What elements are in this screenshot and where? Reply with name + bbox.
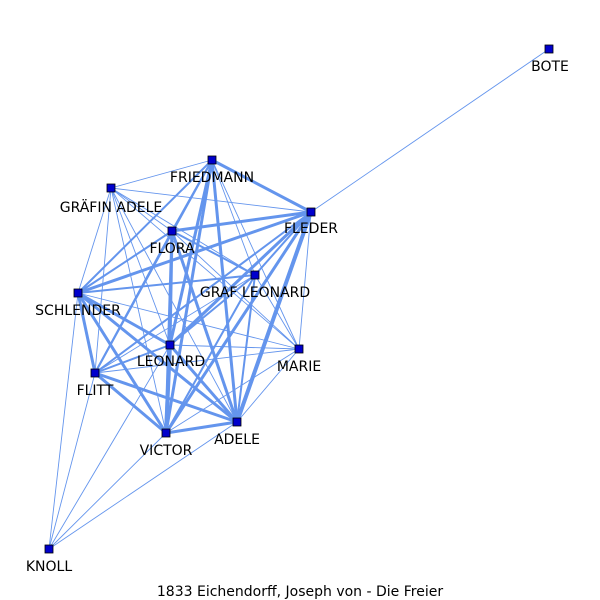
node-adele[interactable] bbox=[232, 417, 242, 427]
edge-fleder-flitt bbox=[94, 211, 312, 374]
edge-leonard-victor bbox=[164, 343, 172, 435]
edge-flitt-adele bbox=[93, 371, 239, 424]
edge-graf_leonard-victor bbox=[165, 274, 256, 434]
node-label-bote: BOTE bbox=[531, 59, 569, 75]
edge-schlender-marie bbox=[77, 292, 300, 350]
edge-victor-knoll bbox=[48, 432, 167, 550]
label-layer: BOTE FRIEDMANN GRÄFIN ADELE FLEDER FLORA GRAF… bbox=[26, 59, 569, 575]
edge-graf_leonard-schlender bbox=[77, 274, 256, 294]
edge-leonard-knoll bbox=[48, 344, 171, 550]
node-flora[interactable] bbox=[167, 226, 177, 236]
edge-friedmann-victor bbox=[164, 158, 214, 435]
node-label-schlender: SCHLENDER bbox=[35, 303, 121, 319]
edge-graefin_adele-schlender bbox=[77, 187, 112, 294]
node-graf_leonard[interactable] bbox=[250, 270, 260, 280]
edge-schlender-adele bbox=[76, 291, 239, 424]
edge-fleder-leonard bbox=[168, 210, 313, 347]
node-fleder[interactable] bbox=[306, 207, 316, 217]
node-graefin_adele[interactable] bbox=[106, 183, 116, 193]
node-label-marie: MARIE bbox=[277, 359, 321, 375]
node-label-victor: VICTOR bbox=[140, 443, 193, 459]
edge-graefin_adele-flora bbox=[110, 187, 173, 232]
node-flitt[interactable] bbox=[90, 368, 100, 378]
edge-flora-adele bbox=[170, 229, 239, 424]
edge-fleder-victor bbox=[164, 210, 313, 435]
edge-marie-adele bbox=[236, 348, 300, 423]
node-friedmann[interactable] bbox=[207, 155, 217, 165]
edge-friedmann-schlender bbox=[77, 159, 213, 294]
node-marie[interactable] bbox=[294, 344, 304, 354]
edge-adele-victor bbox=[164, 420, 239, 435]
edge-friedmann-graefin_adele bbox=[110, 159, 213, 189]
edge-friedmann-adele bbox=[210, 158, 239, 424]
edge-flitt-knoll bbox=[48, 372, 96, 550]
node-label-graf_leonard: GRAF LEONARD bbox=[200, 285, 310, 301]
edge-graefin_adele-marie bbox=[110, 187, 300, 350]
edge-fleder-flora bbox=[170, 210, 313, 233]
node-bote[interactable] bbox=[544, 44, 554, 54]
node-label-adele: ADELE bbox=[214, 432, 260, 448]
edge-bote-fleder bbox=[310, 48, 550, 213]
node-knoll[interactable] bbox=[44, 544, 54, 554]
node-label-knoll: KNOLL bbox=[26, 559, 72, 575]
edge-graefin_adele-adele bbox=[110, 187, 238, 423]
edge-marie-victor bbox=[165, 348, 300, 434]
edge-graefin_adele-fleder bbox=[110, 187, 312, 213]
edge-graefin_adele-leonard bbox=[110, 187, 171, 346]
edge-flora-flitt bbox=[94, 230, 173, 374]
graph-caption: 1833 Eichendorff, Joseph von - Die Freie… bbox=[157, 584, 443, 600]
edge-fleder-marie bbox=[298, 211, 312, 350]
edge-graefin_adele-flitt bbox=[94, 187, 112, 374]
edge-graf_leonard-leonard bbox=[169, 274, 256, 346]
edge-schlender-knoll bbox=[48, 292, 79, 550]
node-label-friedmann: FRIEDMANN bbox=[170, 170, 254, 186]
edge-schlender-flitt bbox=[76, 291, 97, 375]
edge-schlender-leonard bbox=[76, 291, 172, 347]
node-label-fleder: FLEDER bbox=[284, 221, 338, 237]
edge-graf_leonard-marie bbox=[254, 274, 300, 350]
edge-friedmann-fleder bbox=[210, 158, 313, 214]
edge-friedmann-graf_leonard bbox=[211, 159, 256, 276]
node-label-flora: FLORA bbox=[149, 241, 195, 257]
edge-flitt-victor bbox=[93, 371, 168, 435]
node-schlender[interactable] bbox=[73, 288, 83, 298]
edge-flora-graf_leonard bbox=[171, 230, 256, 276]
edge-flora-schlender bbox=[77, 230, 173, 294]
node-label-graefin_adele: GRÄFIN ADELE bbox=[60, 198, 163, 216]
node-leonard[interactable] bbox=[165, 340, 175, 350]
node-victor[interactable] bbox=[161, 428, 171, 438]
node-label-leonard: LEONARD bbox=[137, 354, 205, 370]
edge-graf_leonard-flitt bbox=[94, 274, 256, 374]
edge-leonard-adele bbox=[168, 343, 239, 424]
edge-marie-flitt bbox=[94, 348, 300, 374]
node-layer bbox=[44, 44, 554, 554]
node-label-flitt: FLITT bbox=[77, 383, 114, 399]
edge-graf_leonard-adele bbox=[236, 274, 256, 423]
edge-leonard-flitt bbox=[94, 344, 171, 374]
edge-graefin_adele-victor bbox=[110, 187, 167, 434]
edge-leonard-marie bbox=[169, 344, 300, 350]
edge-graefin_adele-graf_leonard bbox=[110, 187, 256, 276]
edge-fleder-adele bbox=[235, 210, 313, 424]
edge-adele-knoll bbox=[48, 421, 238, 550]
edge-layer bbox=[48, 48, 550, 550]
